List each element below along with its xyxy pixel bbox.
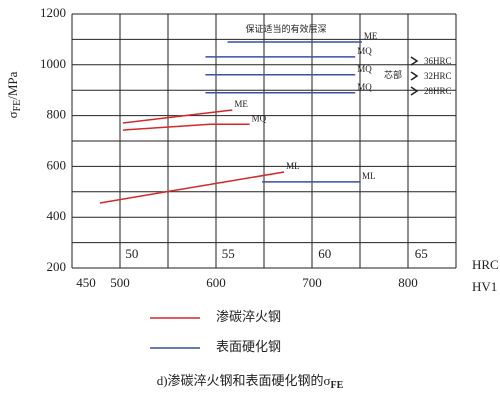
series-line bbox=[99, 171, 285, 204]
series-line bbox=[122, 123, 250, 131]
annotation: 32HRC bbox=[424, 71, 452, 81]
series-label: ML bbox=[362, 171, 376, 181]
x2-tick-label: 65 bbox=[415, 246, 428, 261]
x2-tick-label: 50 bbox=[125, 246, 138, 261]
x-tick-label: 800 bbox=[398, 275, 418, 290]
y-tick-label: 800 bbox=[47, 107, 67, 122]
y-tick-label: 600 bbox=[47, 157, 67, 172]
y-label-symbol: σ bbox=[5, 111, 20, 118]
legend-label: 渗碳淬火钢 bbox=[216, 309, 281, 324]
bracket bbox=[410, 56, 419, 96]
series-label: MQ bbox=[357, 82, 372, 92]
x-tick-label: 500 bbox=[110, 275, 130, 290]
legend-label: 表面硬化钢 bbox=[216, 339, 281, 354]
series-label: MQ bbox=[357, 46, 372, 56]
y-axis-label: σFE/MPa bbox=[5, 71, 23, 118]
x-tick-label: 450 bbox=[76, 275, 96, 290]
y-label-unit: /MPa bbox=[5, 71, 20, 99]
annotation: 芯部 bbox=[384, 69, 402, 80]
x2-tick-label: 55 bbox=[222, 246, 235, 261]
series-label: MQ bbox=[357, 64, 372, 74]
caption-text: d)渗碳淬火钢和表面硬化钢的σ bbox=[157, 373, 331, 388]
series-label: ME bbox=[234, 99, 248, 109]
series-label: ME bbox=[364, 31, 378, 41]
annotation: 保证适当的有效层深 bbox=[245, 23, 326, 34]
series-line bbox=[122, 109, 233, 124]
y-tick-label: 1000 bbox=[40, 56, 66, 71]
caption: d)渗碳淬火钢和表面硬化钢的σFE bbox=[157, 373, 344, 391]
y-tick-label: 1200 bbox=[40, 5, 66, 20]
x-tick-label: 600 bbox=[206, 275, 226, 290]
series-label: ML bbox=[286, 161, 300, 171]
x2-axis-label: HRC bbox=[472, 257, 499, 272]
annotation: 28HRC bbox=[424, 86, 452, 96]
annotation: 36HRC bbox=[424, 56, 452, 66]
y-tick-label: 200 bbox=[47, 259, 67, 274]
caption-sub: FE bbox=[331, 380, 344, 391]
y-label-sub: FE bbox=[12, 100, 23, 112]
x2-tick-label: 60 bbox=[318, 246, 331, 261]
y-tick-label: 400 bbox=[47, 208, 67, 223]
series-label: MQ bbox=[252, 113, 267, 123]
x-tick-label: 700 bbox=[302, 275, 322, 290]
x-axis-label: HV1 bbox=[472, 279, 497, 294]
